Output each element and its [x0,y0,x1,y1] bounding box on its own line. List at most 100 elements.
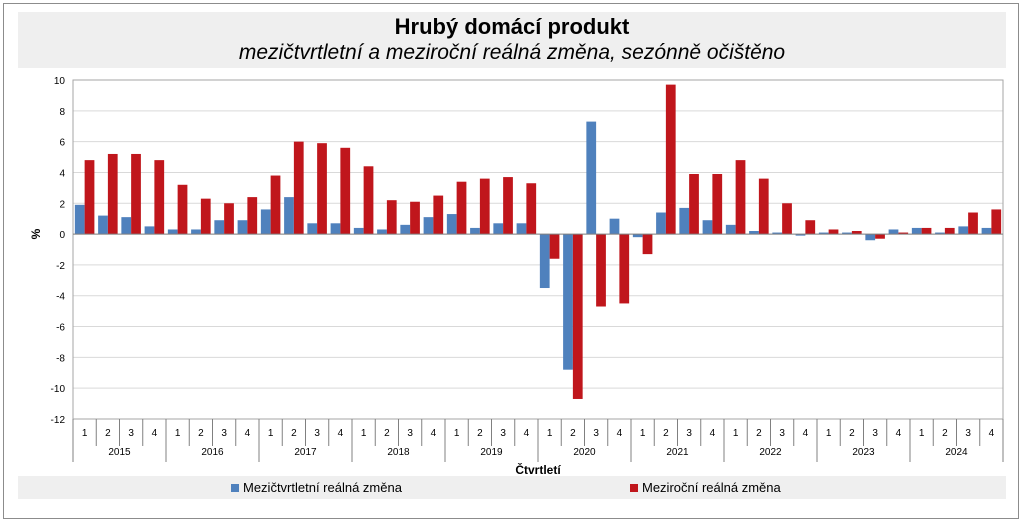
bar-yearly [224,203,234,235]
quarter-tick-label: 4 [152,428,158,439]
bar-quarterly [423,217,434,235]
bar-quarterly [539,234,550,289]
quarter-tick-label: 3 [872,428,878,439]
quarter-tick-label: 4 [338,428,344,439]
quarter-tick-label: 3 [593,428,599,439]
year-tick-label: 2024 [945,447,968,458]
y-tick-label: -6 [56,323,65,334]
bar-quarterly [353,227,364,235]
bar-yearly [619,234,630,304]
quarter-tick-label: 4 [710,428,716,439]
y-tick-label: 8 [59,107,65,118]
quarter-tick-label: 1 [361,428,367,439]
bar-quarterly [609,218,620,235]
bar-quarterly [795,234,806,236]
quarter-tick-label: 1 [826,428,832,439]
bar-quarterly [679,207,690,235]
year-tick-label: 2021 [666,447,689,458]
bar-yearly [968,212,978,235]
year-tick-label: 2023 [852,447,875,458]
bar-yearly [572,234,583,399]
bar-yearly [386,200,397,235]
bar-yearly [665,84,676,235]
bar-quarterly [818,232,829,235]
quarter-tick-label: 2 [198,428,204,439]
bar-yearly [549,234,560,259]
y-tick-label: 6 [59,138,65,149]
bar-quarterly [842,232,852,235]
chart-frame [3,3,1019,519]
bar-yearly [875,234,885,239]
bar-yearly [712,174,723,235]
x-axis-title: Čtvrtletí [515,462,561,477]
quarter-tick-label: 3 [314,428,320,439]
bar-yearly [317,143,327,235]
quarter-tick-label: 3 [500,428,506,439]
quarter-tick-label: 1 [640,428,646,439]
y-tick-label: -2 [56,261,65,272]
year-tick-label: 2018 [387,447,410,458]
bar-quarterly [725,224,736,235]
quarter-tick-label: 2 [942,428,948,439]
quarter-tick-label: 2 [849,428,855,439]
bar-quarterly [493,223,504,235]
bar-yearly [944,227,955,235]
year-tick-label: 2015 [108,447,131,458]
y-tick-label: 2 [59,199,65,210]
quarter-tick-label: 1 [82,428,88,439]
year-tick-label: 2017 [294,447,317,458]
bar-yearly [526,183,537,235]
bar-yearly [851,231,862,235]
quarter-tick-label: 4 [617,428,623,439]
quarter-tick-label: 3 [221,428,227,439]
bar-quarterly [563,234,573,370]
quarter-tick-label: 1 [919,428,925,439]
chart-subtitle: mezičtvrtletní a meziroční reálná změna,… [238,41,786,64]
bar-quarterly [772,232,783,235]
chart-title: Hrubý domácí produkt [394,14,630,39]
quarter-tick-label: 1 [454,428,460,439]
bar-quarterly [632,234,643,238]
bar-quarterly [470,227,480,235]
y-tick-label: -4 [56,292,65,303]
bar-quarterly [144,226,155,235]
bar-quarterly [167,229,178,235]
bar-quarterly [749,231,759,235]
bar-yearly [479,178,490,235]
bar-yearly [107,153,118,235]
bar-yearly [805,220,816,235]
bar-quarterly [446,214,457,235]
bar-quarterly [981,227,992,235]
year-tick-label: 2020 [573,447,596,458]
bar-quarterly [307,223,318,235]
quarter-tick-label: 2 [384,428,390,439]
bar-yearly [410,201,420,235]
quarter-tick-label: 4 [524,428,530,439]
legend: Mezičtvrtletní reálná změna Meziroční re… [18,476,1006,499]
quarter-tick-label: 3 [779,428,785,439]
quarter-tick-label: 3 [965,428,971,439]
bar-quarterly [911,227,922,235]
bar-yearly [363,166,374,235]
quarter-tick-label: 3 [128,428,134,439]
quarter-tick-label: 2 [756,428,762,439]
y-tick-label: -10 [51,384,66,395]
bar-yearly [84,160,95,235]
year-tick-label: 2022 [759,447,782,458]
bar-quarterly [121,217,132,235]
quarter-tick-label: 1 [733,428,739,439]
quarter-tick-label: 1 [175,428,181,439]
legend-swatch-yearly [630,484,638,492]
bar-yearly [433,195,444,235]
y-tick-label: 10 [54,76,66,87]
bar-quarterly [516,223,527,235]
bar-yearly [689,174,699,235]
y-tick-label: -8 [56,353,65,364]
title-box: Hrubý domácí produkt mezičtvrtletní a me… [18,12,1006,68]
bar-yearly [154,160,165,235]
quarter-tick-label: 2 [663,428,669,439]
bar-quarterly [191,229,201,235]
bar-quarterly [865,234,876,241]
bar-quarterly [260,209,271,235]
